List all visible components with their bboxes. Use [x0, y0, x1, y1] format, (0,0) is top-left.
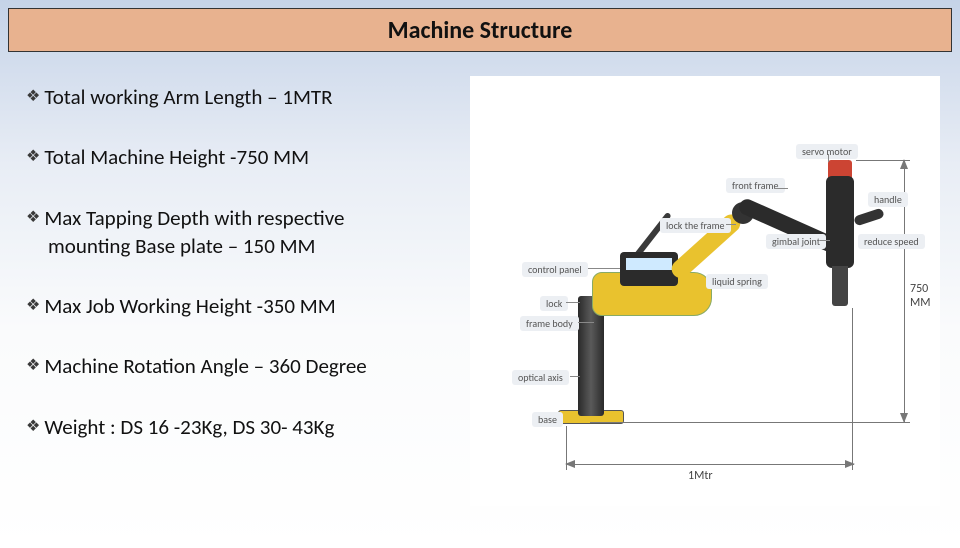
callout-handle: handle: [868, 192, 908, 207]
bullet-icon: ❖: [26, 208, 40, 228]
callout-control-panel: control panel: [522, 262, 588, 277]
bullet-item: ❖ Weight : DS 16 -23Kg, DS 30- 43Kg: [26, 414, 458, 440]
dim-extension: [852, 308, 853, 470]
dim-height-label: 750 MM: [910, 282, 940, 310]
leader-line: [774, 188, 788, 189]
diagram-holder: 1Mtr 750 MM servo motor front frame hand…: [466, 80, 952, 510]
bullet-text: Weight : DS 16 -23Kg, DS 30- 43Kg: [44, 414, 458, 440]
callout-lock-frame: lock the frame: [660, 218, 731, 233]
bullet-icon: ❖: [26, 147, 40, 167]
bullet-text: Machine Rotation Angle – 360 Degree: [44, 353, 458, 379]
content-area: ❖ Total working Arm Length – 1MTR ❖ Tota…: [0, 52, 960, 518]
callout-frame-body: frame body: [520, 316, 579, 331]
leader-line: [828, 154, 829, 162]
leader-line: [588, 268, 620, 269]
leader-line: [566, 302, 580, 303]
callout-front-frame: front frame: [726, 178, 785, 193]
bullet-item-continuation: mounting Base plate – 150 MM: [26, 233, 458, 259]
bullet-item: ❖ Machine Rotation Angle – 360 Degree: [26, 353, 458, 379]
title-bar: Machine Structure: [8, 8, 952, 52]
bullet-text: Max Tapping Depth with respective: [44, 205, 458, 231]
machine-control-panel: [620, 252, 678, 286]
bullet-item: ❖ Max Tapping Depth with respective: [26, 205, 458, 231]
dim-width-line: [566, 464, 854, 465]
bullet-item: ❖ Total working Arm Length – 1MTR: [26, 84, 458, 110]
callout-servo-motor: servo motor: [796, 144, 858, 159]
leader-line: [726, 224, 736, 225]
leader-line: [570, 376, 580, 377]
bullet-icon: ❖: [26, 417, 40, 437]
machine-head: [826, 176, 854, 268]
bullet-item: ❖ Max Job Working Height -350 MM: [26, 293, 458, 319]
machine-handle: [853, 208, 885, 227]
bullet-text: mounting Base plate – 150 MM: [48, 233, 458, 259]
callout-optical-axis: optical axis: [512, 370, 569, 385]
leader-line: [820, 240, 830, 241]
machine-diagram: 1Mtr 750 MM servo motor front frame hand…: [470, 76, 940, 506]
bullet-text: Total working Arm Length – 1MTR: [44, 84, 458, 110]
bullet-text: Max Job Working Height -350 MM: [44, 293, 458, 319]
callout-gimbal-joint: gimbal joint: [766, 234, 826, 249]
bullet-text: Total Machine Height -750 MM: [44, 144, 458, 170]
machine-chuck: [832, 266, 848, 306]
bullet-icon: ❖: [26, 356, 40, 376]
callout-reduce-speed: reduce speed: [858, 234, 925, 249]
callout-lock: lock: [540, 296, 568, 311]
bullet-item: ❖ Total Machine Height -750 MM: [26, 144, 458, 170]
bullet-list: ❖ Total working Arm Length – 1MTR ❖ Tota…: [8, 80, 458, 510]
bullet-icon: ❖: [26, 296, 40, 316]
dim-width-label: 1Mtr: [684, 469, 717, 483]
bullet-icon: ❖: [26, 87, 40, 107]
callout-liquid-spring: liquid spring: [706, 274, 768, 289]
callout-base: base: [532, 412, 563, 427]
slide-title: Machine Structure: [388, 16, 573, 45]
leader-line: [578, 322, 594, 323]
dim-extension: [590, 422, 910, 423]
